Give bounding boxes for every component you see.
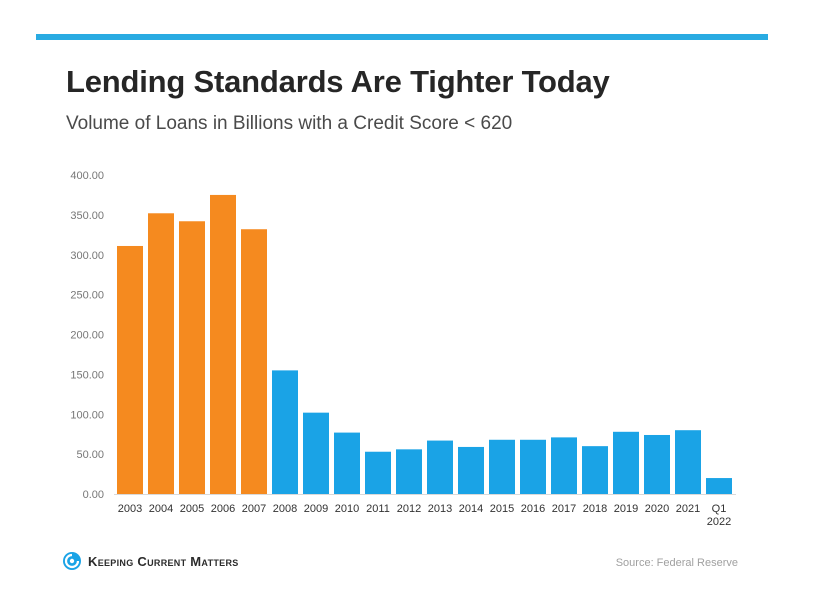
bar-2017 (551, 437, 577, 494)
chart-subtitle: Volume of Loans in Billions with a Credi… (66, 113, 513, 134)
x-tick-label: 2016 (521, 503, 545, 515)
bar-2018 (582, 446, 608, 494)
bar-2004 (148, 213, 174, 494)
bar-2009 (303, 412, 329, 494)
bar-2019 (613, 431, 639, 494)
kcm-logo: Keeping Current Matters (62, 551, 239, 571)
y-tick-label: 100.00 (70, 409, 104, 421)
logo-text: Keeping Current Matters (88, 553, 239, 569)
x-tick-label: 2017 (552, 503, 576, 515)
bar-2014 (458, 446, 484, 494)
x-tick-label: 2009 (304, 503, 328, 515)
x-tick-label: 2011 (366, 503, 390, 515)
x-tick-label: 2019 (614, 503, 638, 515)
x-tick-label: 2020 (645, 503, 669, 515)
y-tick-label: 300.00 (70, 250, 104, 262)
bar-2011 (365, 451, 391, 494)
bar-2005 (179, 221, 205, 494)
kcm-swirl-icon (63, 552, 81, 570)
x-tick-label: 2008 (273, 503, 297, 515)
x-tick-label: 2012 (397, 503, 421, 515)
y-tick-label: 250.00 (70, 290, 104, 302)
x-tick-label: 2021 (676, 503, 700, 515)
y-tick-label: 50.00 (76, 449, 104, 461)
x-tick-label: Q1 (712, 503, 727, 515)
chart-title: Lending Standards Are Tighter Today (66, 64, 610, 99)
x-tick-label: 2010 (335, 503, 359, 515)
x-tick-label: 2005 (180, 503, 204, 515)
bar-2003 (117, 245, 143, 494)
y-tick-label: 350.00 (70, 210, 104, 222)
bar-2007 (241, 229, 267, 495)
y-tick-label: 0.00 (83, 489, 104, 501)
x-tick-label: 2013 (428, 503, 452, 515)
y-tick-label: 200.00 (70, 330, 104, 342)
bar-2016 (520, 439, 546, 494)
x-tick-label: 2022 (707, 516, 731, 528)
x-tick-label: 2007 (242, 503, 266, 515)
bar-2008 (272, 370, 298, 494)
x-tick-label: 2018 (583, 503, 607, 515)
x-tick-label: 2006 (211, 503, 235, 515)
y-tick-label: 400.00 (70, 170, 104, 182)
y-tick-label: 150.00 (70, 369, 104, 381)
bar-2015 (489, 439, 515, 494)
bar-2010 (334, 432, 360, 494)
bar-2006 (210, 194, 236, 494)
bar-q1-2022 (706, 478, 732, 494)
bar-2020 (644, 434, 670, 494)
x-tick-label: 2014 (459, 503, 483, 515)
source-note: Source: Federal Reserve (615, 557, 738, 569)
bar-2021 (675, 430, 701, 494)
bar-2013 (427, 440, 453, 494)
top-accent-bar (36, 34, 768, 40)
x-tick-label: 2015 (490, 503, 514, 515)
x-tick-label: 2003 (118, 503, 142, 515)
x-tick-label: 2004 (149, 503, 173, 515)
bar-chart: 0.00 50.00 100.00 150.00 200.00 250.00 300.00 3… (70, 170, 736, 528)
bar-2012 (396, 449, 422, 494)
